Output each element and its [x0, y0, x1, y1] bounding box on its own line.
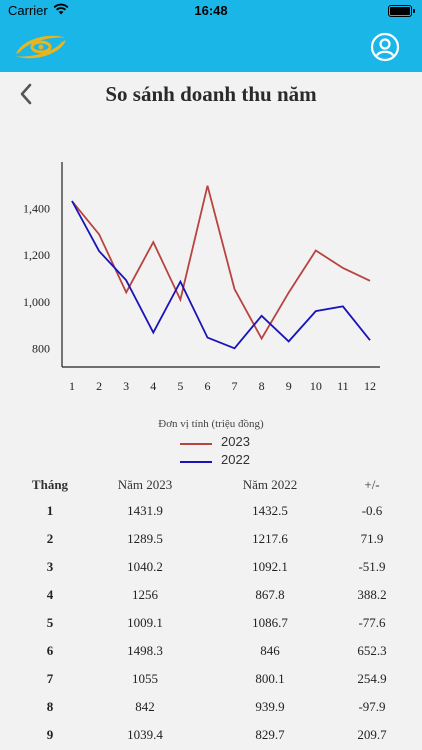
- value-2023-cell: 1431.9: [127, 503, 163, 518]
- month-cell: 6: [46, 643, 54, 658]
- month-cell: 4: [46, 587, 54, 602]
- y-tick-label: 1,200: [23, 248, 50, 262]
- legend-swatch-2023: [180, 443, 212, 445]
- header-month: Tháng: [31, 477, 69, 492]
- table-header-row: Tháng Năm 2023 Năm 2022 +/-: [0, 472, 422, 498]
- month-cell: 7: [46, 671, 54, 686]
- header-year-2023: Năm 2023: [117, 477, 173, 492]
- value-2022-cell: 1432.5: [252, 503, 288, 518]
- header-year-2022: Năm 2022: [242, 477, 298, 492]
- diff-cell: -77.6: [358, 615, 386, 630]
- legend-item-2023: 2023: [180, 434, 300, 452]
- diff-cell: 388.2: [357, 587, 387, 602]
- month-cell: 9: [46, 727, 54, 742]
- table-row: 5 1009.1 1086.7 -77.6: [0, 610, 422, 638]
- value-2022-cell: 1092.1: [252, 559, 288, 574]
- value-2023-cell: 1289.5: [127, 531, 163, 546]
- unit-label: Đơn vị tính (triệu đồng): [158, 418, 264, 430]
- status-bar: Carrier 16:48: [0, 0, 422, 22]
- x-tick-label: 9: [286, 379, 292, 393]
- value-2022-cell: 800.1: [255, 671, 285, 686]
- wifi-icon: [53, 3, 69, 15]
- table-row: 1 1431.9 1432.5 -0.6: [0, 498, 422, 526]
- series-line-2023: [71, 185, 371, 341]
- y-tick-label: 1,000: [23, 295, 50, 309]
- value-2022-cell: 939.9: [255, 699, 285, 714]
- value-2023-cell: 1256: [132, 587, 158, 602]
- value-2023-cell: 1040.2: [127, 559, 163, 574]
- value-2023-cell: 1039.4: [127, 727, 163, 742]
- diff-cell: -97.9: [358, 699, 386, 714]
- value-2023-cell: 1009.1: [127, 615, 163, 630]
- value-2022-cell: 829.7: [255, 727, 285, 742]
- diff-cell: -51.9: [358, 559, 386, 574]
- page-title: So sánh doanh thu năm: [105, 82, 317, 106]
- value-2023-cell: 1498.3: [127, 643, 163, 658]
- value-2022-cell: 1086.7: [252, 615, 288, 630]
- diff-cell: -0.6: [361, 503, 383, 518]
- chart-legend: 2023 2022: [180, 434, 300, 470]
- value-2022-cell: 1217.6: [252, 531, 288, 546]
- x-tick-label: 4: [150, 379, 156, 393]
- revenue-table: Tháng Năm 2023 Năm 2022 +/- 1 1431.9 143…: [0, 472, 422, 750]
- y-tick-label: 1,400: [23, 202, 50, 216]
- diff-cell: 209.7: [357, 727, 387, 742]
- x-tick-label: 2: [96, 379, 102, 393]
- company-logo-icon[interactable]: [12, 30, 70, 64]
- table-row: 2 1289.5 1217.6 71.9: [0, 526, 422, 554]
- page-nav: So sánh doanh thu năm: [0, 72, 422, 118]
- x-tick-label: 1: [69, 379, 75, 393]
- month-cell: 1: [46, 503, 54, 518]
- diff-cell: 71.9: [360, 531, 384, 546]
- carrier-label: Carrier: [8, 3, 48, 18]
- x-tick-label: 10: [310, 379, 322, 393]
- x-tick-label: 3: [123, 379, 129, 393]
- diff-cell: 652.3: [357, 643, 387, 658]
- clock: 16:48: [194, 3, 228, 18]
- table-row: 3 1040.2 1092.1 -51.9: [0, 554, 422, 582]
- chevron-left-icon[interactable]: [14, 80, 38, 108]
- legend-label-2022: 2022: [221, 452, 250, 467]
- legend-item-2022: 2022: [180, 452, 300, 470]
- month-cell: 8: [46, 699, 54, 714]
- x-tick-label: 6: [204, 379, 210, 393]
- legend-label-2023: 2023: [221, 434, 250, 449]
- y-tick-label: 800: [32, 341, 50, 355]
- header-diff: +/-: [364, 477, 380, 492]
- x-tick-label: 11: [337, 379, 349, 393]
- value-2022-cell: 846: [260, 643, 280, 658]
- table-row: 9 1039.4 829.7 209.7: [0, 722, 422, 750]
- battery-icon: [388, 5, 415, 17]
- table-row: 8 842 939.9 -97.9: [0, 694, 422, 722]
- month-cell: 5: [46, 615, 54, 630]
- app-header: [0, 22, 422, 72]
- value-2023-cell: 842: [135, 699, 155, 714]
- month-cell: 2: [46, 531, 54, 546]
- value-2023-cell: 1055: [132, 671, 158, 686]
- table-row: 4 1256 867.8 388.2: [0, 582, 422, 610]
- table-row: 6 1498.3 846 652.3: [0, 638, 422, 666]
- series-line-2022: [71, 200, 371, 350]
- diff-cell: 254.9: [357, 671, 387, 686]
- user-profile-icon[interactable]: [370, 32, 400, 62]
- x-tick-label: 5: [177, 379, 183, 393]
- month-cell: 3: [46, 559, 54, 574]
- x-tick-label: 12: [364, 379, 376, 393]
- legend-swatch-2022: [180, 461, 212, 463]
- x-tick-label: 8: [259, 379, 265, 393]
- value-2022-cell: 867.8: [255, 587, 285, 602]
- table-row: 7 1055 800.1 254.9: [0, 666, 422, 694]
- x-tick-label: 7: [232, 379, 238, 393]
